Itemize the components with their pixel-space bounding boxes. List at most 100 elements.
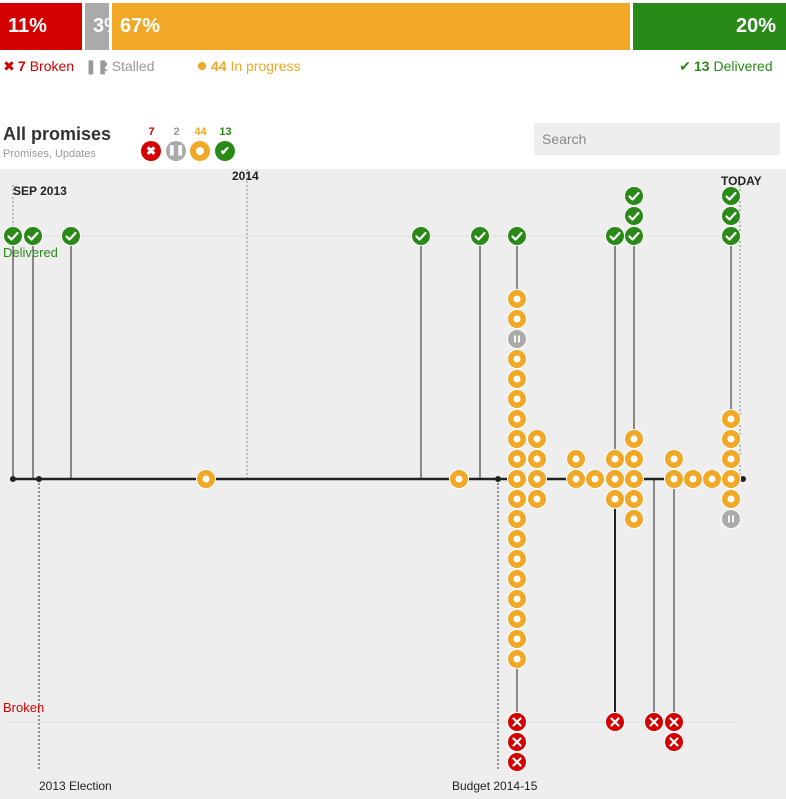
promise-marker-delivered[interactable] bbox=[3, 226, 23, 246]
broken-row-label: Broken bbox=[3, 700, 45, 715]
promise-marker-progress[interactable] bbox=[507, 629, 527, 649]
promise-marker-delivered[interactable] bbox=[721, 206, 741, 226]
promise-marker-progress[interactable] bbox=[624, 469, 644, 489]
broken-segment[interactable]: 11% bbox=[0, 3, 82, 50]
promise-marker-progress[interactable] bbox=[507, 389, 527, 409]
promise-marker-progress[interactable] bbox=[702, 469, 722, 489]
promise-marker-progress[interactable] bbox=[507, 489, 527, 509]
promise-marker-broken[interactable] bbox=[644, 712, 664, 732]
stalled-segment[interactable]: 3% bbox=[85, 3, 109, 50]
promise-marker-progress[interactable] bbox=[507, 309, 527, 329]
promise-marker-progress[interactable] bbox=[585, 469, 605, 489]
promise-marker-progress[interactable] bbox=[507, 449, 527, 469]
axis-marker bbox=[495, 476, 501, 482]
promise-marker-progress[interactable] bbox=[507, 409, 527, 429]
promise-marker-progress[interactable] bbox=[721, 409, 741, 429]
promise-marker-progress[interactable] bbox=[624, 509, 644, 529]
promise-marker-progress[interactable] bbox=[664, 469, 684, 489]
search-input[interactable] bbox=[534, 123, 780, 155]
delivered-percent: 20% bbox=[735, 15, 776, 37]
promise-marker-progress[interactable] bbox=[721, 449, 741, 469]
promise-marker-progress[interactable] bbox=[507, 649, 527, 669]
promise-marker-progress[interactable] bbox=[624, 429, 644, 449]
promise-marker-delivered[interactable] bbox=[61, 226, 81, 246]
promise-marker-progress[interactable] bbox=[507, 549, 527, 569]
promise-marker-progress[interactable] bbox=[605, 449, 625, 469]
summary-progress-bar: 11% 3% 67% 20% bbox=[0, 3, 786, 50]
promise-marker-progress[interactable] bbox=[721, 429, 741, 449]
promise-marker-progress[interactable] bbox=[507, 469, 527, 489]
promise-marker-delivered[interactable] bbox=[721, 226, 741, 246]
legend-delivered[interactable]: ✔ 13 Delivered bbox=[679, 58, 772, 76]
promise-marker-progress[interactable] bbox=[664, 449, 684, 469]
promise-marker-broken[interactable] bbox=[664, 732, 684, 752]
in-progress-segment[interactable]: 67% bbox=[112, 3, 630, 50]
promise-marker-progress[interactable] bbox=[721, 489, 741, 509]
promise-marker-delivered[interactable] bbox=[411, 226, 431, 246]
promise-marker-progress[interactable] bbox=[507, 529, 527, 549]
filter-broken-count: 7 bbox=[148, 126, 155, 138]
promise-marker-broken[interactable] bbox=[507, 712, 527, 732]
timeline-chart bbox=[3, 169, 746, 772]
promise-marker-progress[interactable] bbox=[196, 469, 216, 489]
dot-icon bbox=[198, 62, 206, 70]
promise-marker-progress[interactable] bbox=[605, 469, 625, 489]
promise-marker-delivered[interactable] bbox=[470, 226, 490, 246]
promise-marker-progress[interactable] bbox=[507, 569, 527, 589]
promise-marker-progress[interactable] bbox=[566, 449, 586, 469]
promise-marker-progress[interactable] bbox=[527, 469, 547, 489]
promise-marker-delivered[interactable] bbox=[624, 186, 644, 206]
promise-marker-delivered[interactable] bbox=[721, 186, 741, 206]
delivered-segment[interactable]: 20% bbox=[633, 3, 786, 50]
legend-stalled-label: Stalled bbox=[111, 58, 155, 74]
promise-marker-delivered[interactable] bbox=[605, 226, 625, 246]
promise-marker-progress[interactable] bbox=[683, 469, 703, 489]
pause-icon: ❚❚ bbox=[166, 141, 186, 161]
promise-marker-progress[interactable] bbox=[624, 489, 644, 509]
promise-marker-stalled[interactable] bbox=[507, 329, 527, 349]
promise-marker-broken[interactable] bbox=[664, 712, 684, 732]
promise-marker-delivered[interactable] bbox=[624, 206, 644, 226]
filter-in-progress-button[interactable]: 44 bbox=[190, 125, 211, 161]
promise-marker-delivered[interactable] bbox=[624, 226, 644, 246]
promise-marker-broken[interactable] bbox=[507, 752, 527, 772]
promise-marker-broken[interactable] bbox=[507, 732, 527, 752]
promise-marker-progress[interactable] bbox=[527, 449, 547, 469]
event-label-budget: Budget 2014-15 bbox=[452, 779, 538, 793]
axis-marker bbox=[10, 476, 16, 482]
promise-marker-delivered[interactable] bbox=[23, 226, 43, 246]
timeline-today-label: TODAY bbox=[721, 174, 762, 188]
promise-marker-progress[interactable] bbox=[624, 449, 644, 469]
promise-marker-progress[interactable] bbox=[507, 369, 527, 389]
delivered-row-label: Delivered bbox=[3, 245, 58, 260]
promise-marker-progress[interactable] bbox=[527, 489, 547, 509]
promise-marker-progress[interactable] bbox=[507, 429, 527, 449]
legend-stalled[interactable]: ❚❚2 Stalled bbox=[85, 58, 155, 76]
promise-marker-progress[interactable] bbox=[507, 589, 527, 609]
stalled-percent: 3% bbox=[93, 15, 109, 37]
filter-delivered-button[interactable]: 13 ✔ bbox=[215, 125, 236, 161]
promise-marker-progress[interactable] bbox=[566, 469, 586, 489]
promise-marker-progress[interactable] bbox=[721, 469, 741, 489]
legend-in-progress-count: 44 bbox=[211, 58, 227, 74]
promise-marker-stalled[interactable] bbox=[721, 509, 741, 529]
promise-marker-progress[interactable] bbox=[449, 469, 469, 489]
legend-broken-count: 7 bbox=[18, 58, 26, 74]
promise-marker-progress[interactable] bbox=[507, 609, 527, 629]
pause-icon: ❚❚ bbox=[85, 58, 109, 74]
filter-broken-button[interactable]: 7 ✖ bbox=[141, 125, 162, 161]
filter-stalled-button[interactable]: 2 ❚❚ bbox=[166, 125, 187, 161]
cross-icon: ✖ bbox=[3, 58, 15, 74]
legend-broken[interactable]: ✖ 7 Broken bbox=[3, 58, 74, 76]
filter-in-progress-count: 44 bbox=[194, 126, 207, 138]
legend-in-progress[interactable]: 44 In progress bbox=[198, 58, 301, 76]
promise-marker-progress[interactable] bbox=[507, 509, 527, 529]
promise-marker-progress[interactable] bbox=[605, 489, 625, 509]
promise-marker-broken[interactable] bbox=[605, 712, 625, 732]
check-icon: ✔ bbox=[679, 58, 691, 74]
promise-marker-progress[interactable] bbox=[507, 349, 527, 369]
promise-marker-progress[interactable] bbox=[527, 429, 547, 449]
broken-percent: 11% bbox=[8, 15, 47, 37]
promise-marker-progress[interactable] bbox=[507, 289, 527, 309]
promise-marker-delivered[interactable] bbox=[507, 226, 527, 246]
